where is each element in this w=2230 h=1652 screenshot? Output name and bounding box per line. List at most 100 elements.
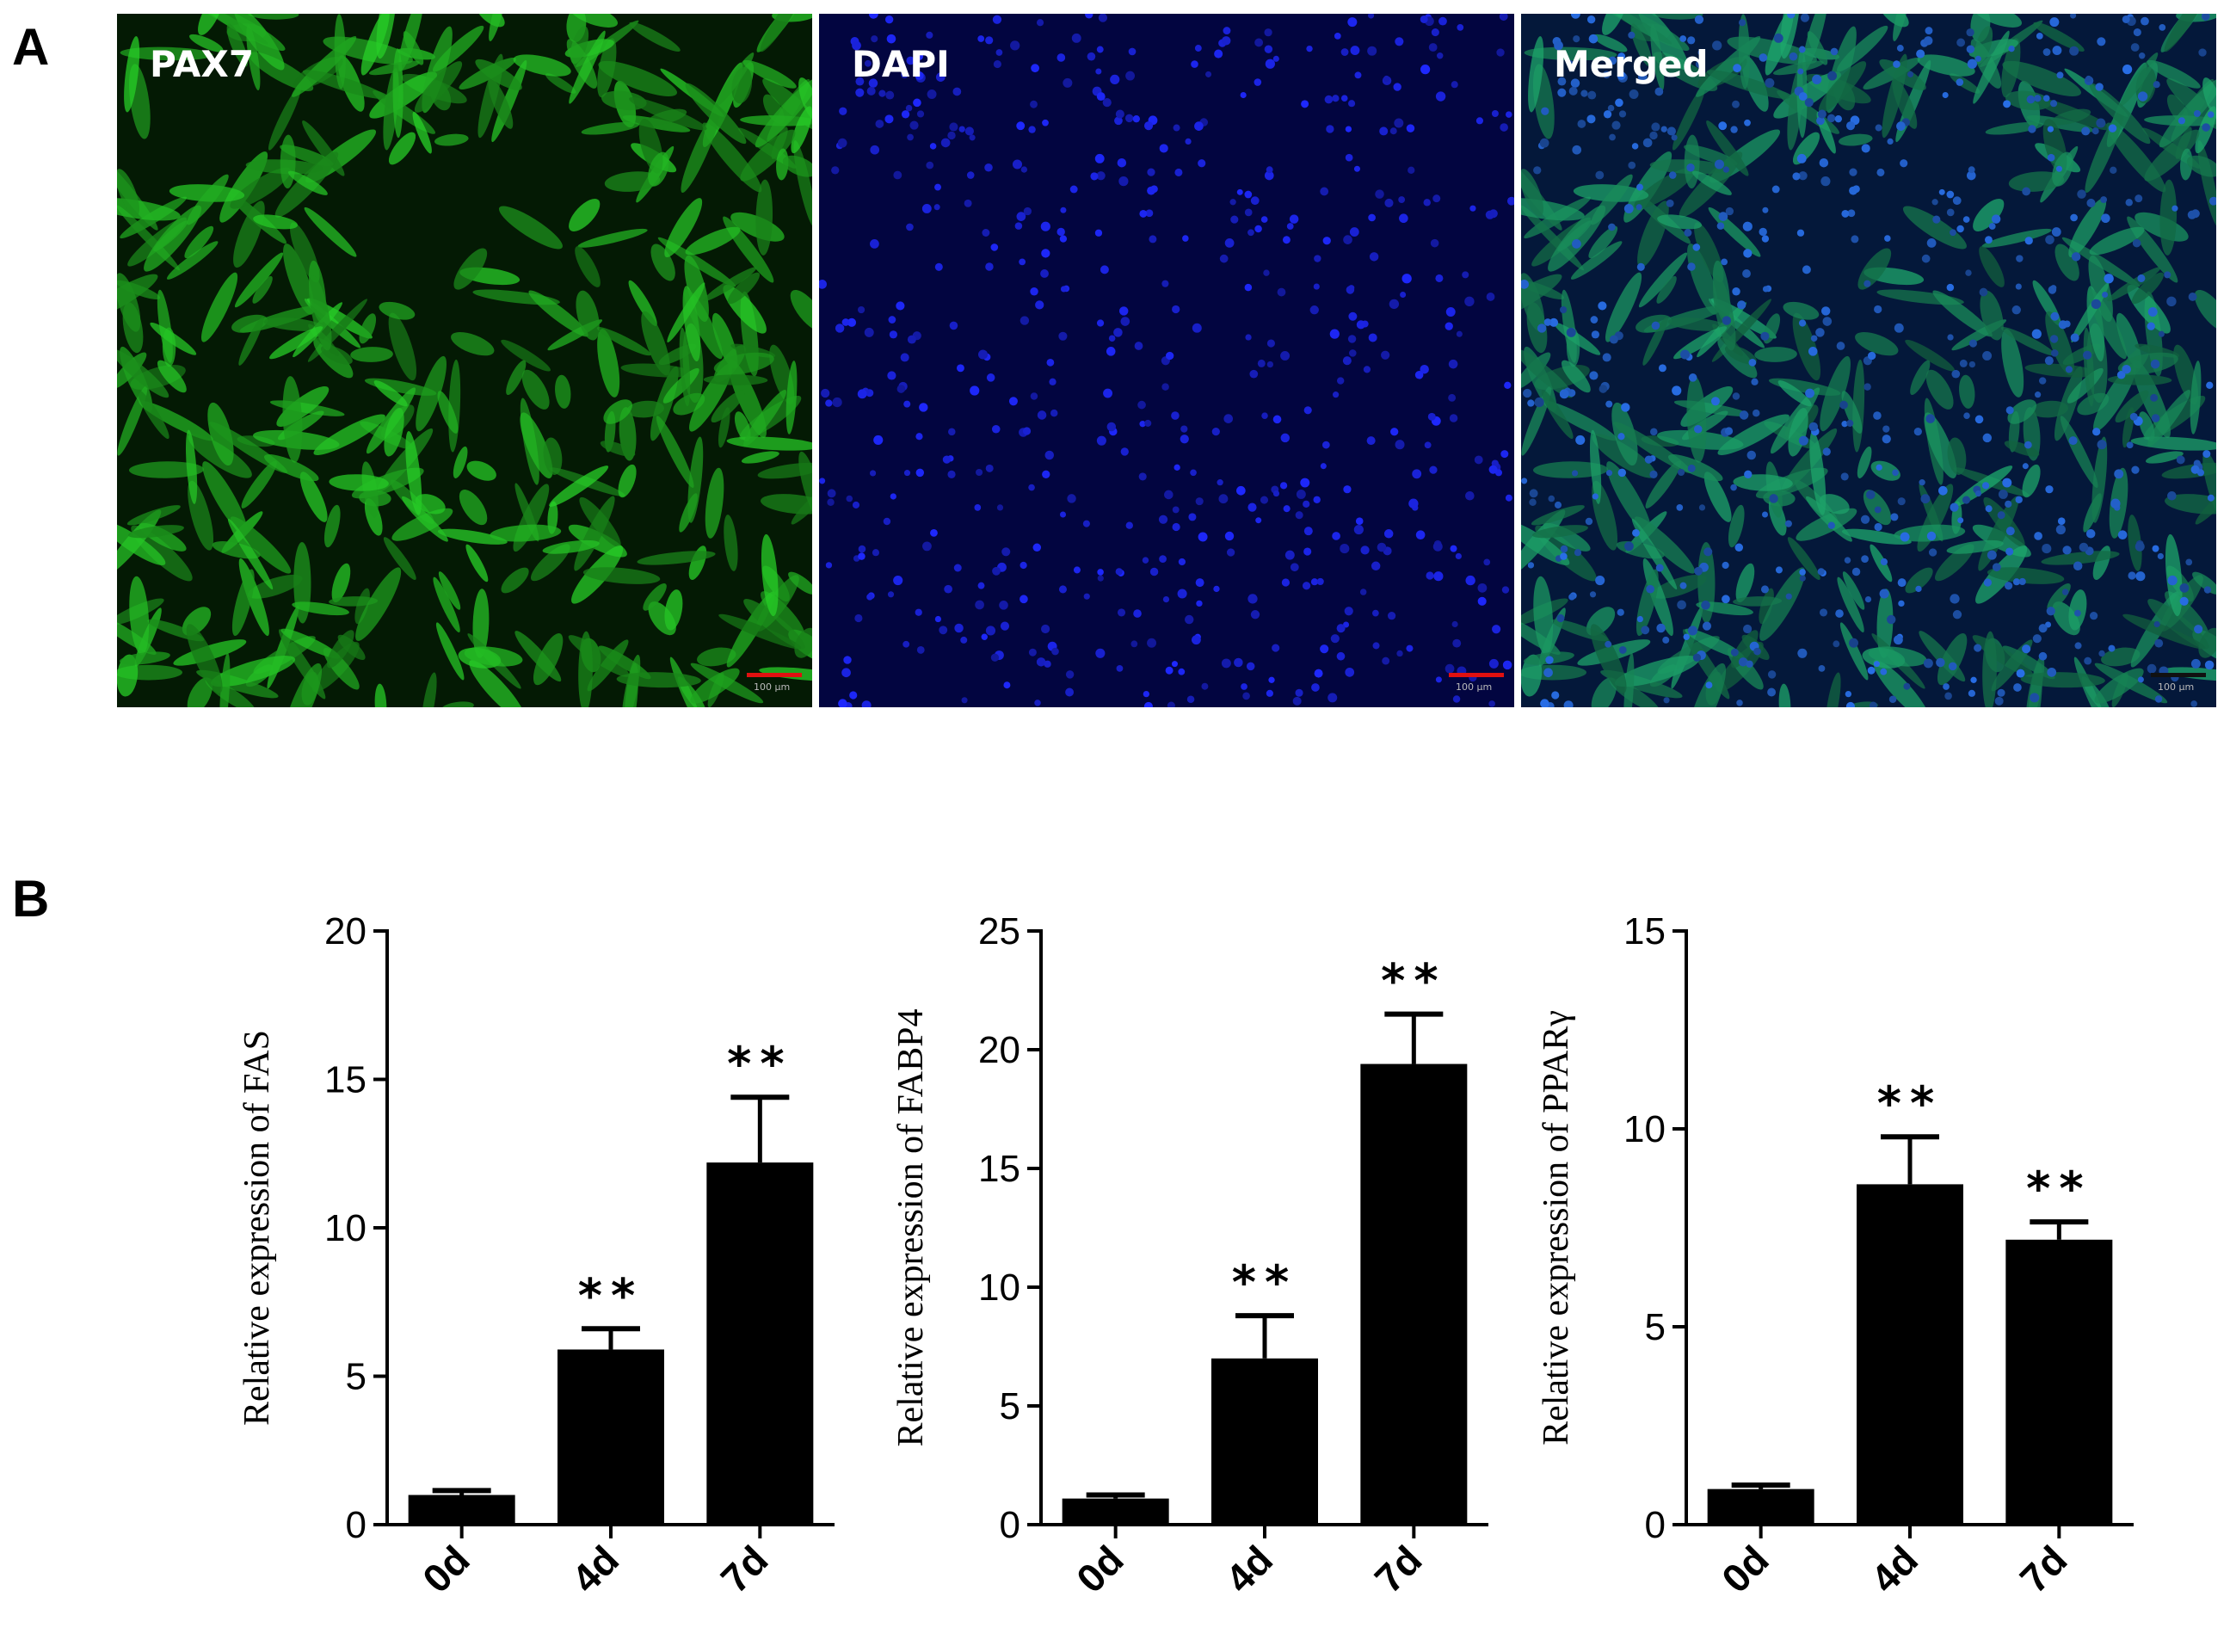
cell — [667, 282, 705, 343]
x-tick-label: 0d — [1713, 1537, 1777, 1601]
nucleus — [1303, 406, 1312, 415]
nucleus — [1117, 608, 1126, 617]
nucleus — [1438, 16, 1447, 26]
nucleus — [1603, 110, 1612, 119]
nucleus — [902, 640, 910, 648]
cell — [2060, 416, 2098, 488]
nucleus — [2152, 545, 2159, 552]
cell — [1925, 369, 1954, 410]
nucleus — [915, 608, 922, 616]
nucleus — [1822, 447, 1831, 456]
cell — [1706, 70, 1790, 99]
nucleus — [1435, 676, 1442, 683]
nucleus — [1537, 324, 1547, 333]
nucleus — [2129, 412, 2138, 421]
nucleus — [1586, 15, 1596, 24]
cell — [662, 367, 699, 404]
nucleus — [1684, 229, 1692, 237]
cell — [1932, 290, 1993, 337]
nucleus — [1560, 545, 1568, 553]
cell — [587, 639, 629, 692]
nucleus — [1164, 490, 1174, 500]
nucleus — [1368, 213, 1376, 222]
nucleus — [1769, 494, 1778, 503]
nucleus — [1585, 517, 1593, 526]
cell — [555, 374, 571, 409]
nucleus — [1246, 662, 1255, 671]
nucleus — [1377, 542, 1387, 552]
nucleus — [884, 114, 894, 124]
nucleus — [954, 623, 964, 633]
nucleus — [2086, 198, 2096, 207]
nucleus — [1654, 87, 1664, 96]
nucleus — [1042, 119, 1049, 126]
cell — [1973, 198, 2005, 231]
nucleus — [1236, 188, 1243, 195]
nucleus — [1502, 660, 1512, 670]
cell — [2025, 654, 2045, 707]
nucleus — [2049, 17, 2060, 28]
cell — [1532, 461, 1609, 478]
nucleus — [883, 517, 891, 526]
nucleus — [2028, 125, 2036, 133]
nucleus — [1236, 485, 1246, 496]
nucleus — [1505, 494, 1512, 502]
nucleus — [1966, 45, 1975, 53]
cell — [350, 347, 393, 362]
nucleus — [890, 493, 896, 500]
cell — [2186, 155, 2216, 177]
nucleus — [1313, 283, 1320, 290]
nucleus — [1974, 55, 1981, 62]
nucleus — [1244, 190, 1253, 199]
nucleus — [1963, 412, 1970, 419]
cell — [1893, 14, 1910, 41]
nucleus — [1408, 166, 1415, 175]
nucleus — [2091, 127, 2099, 135]
nucleus — [2131, 465, 2140, 474]
nucleus — [1677, 600, 1686, 610]
nucleus — [1646, 584, 1654, 594]
nucleus — [1280, 433, 1291, 443]
cell — [743, 390, 786, 447]
cell — [185, 429, 198, 504]
cell — [1873, 660, 1930, 707]
cell — [1924, 412, 1957, 478]
nucleus — [1932, 215, 1941, 224]
cell — [684, 255, 709, 322]
nucleus — [2044, 356, 2054, 366]
nucleus — [875, 120, 884, 128]
nucleus — [1792, 172, 1801, 181]
cell — [629, 22, 681, 52]
nucleus — [915, 468, 925, 478]
nucleus — [837, 138, 847, 148]
cell — [398, 14, 424, 71]
cell — [2159, 179, 2178, 256]
cell — [1554, 322, 1601, 355]
nucleus — [1102, 98, 1112, 108]
nucleus — [2047, 667, 2057, 677]
cell — [1521, 521, 1570, 565]
nucleus — [1342, 356, 1352, 366]
nucleus — [1389, 127, 1397, 135]
nucleus — [1957, 517, 1964, 524]
cell — [287, 170, 328, 195]
nucleus — [1085, 14, 1093, 19]
nucleus — [1118, 306, 1129, 316]
nucleus — [966, 171, 975, 179]
nucleus — [1034, 700, 1041, 706]
nucleus — [1433, 571, 1444, 582]
nucleus — [2046, 607, 2055, 616]
cell — [488, 78, 514, 129]
cell — [144, 205, 202, 272]
nucleus — [1819, 157, 1829, 168]
cell — [1946, 539, 2004, 554]
nucleus — [1651, 122, 1660, 132]
nucleus — [1759, 227, 1767, 237]
nucleus — [1994, 696, 2004, 706]
nucleus — [2137, 274, 2146, 282]
cell — [1651, 574, 1707, 599]
nucleus — [2003, 100, 2011, 108]
nucleus — [1656, 623, 1666, 633]
cell — [582, 567, 661, 584]
nucleus — [956, 364, 964, 373]
